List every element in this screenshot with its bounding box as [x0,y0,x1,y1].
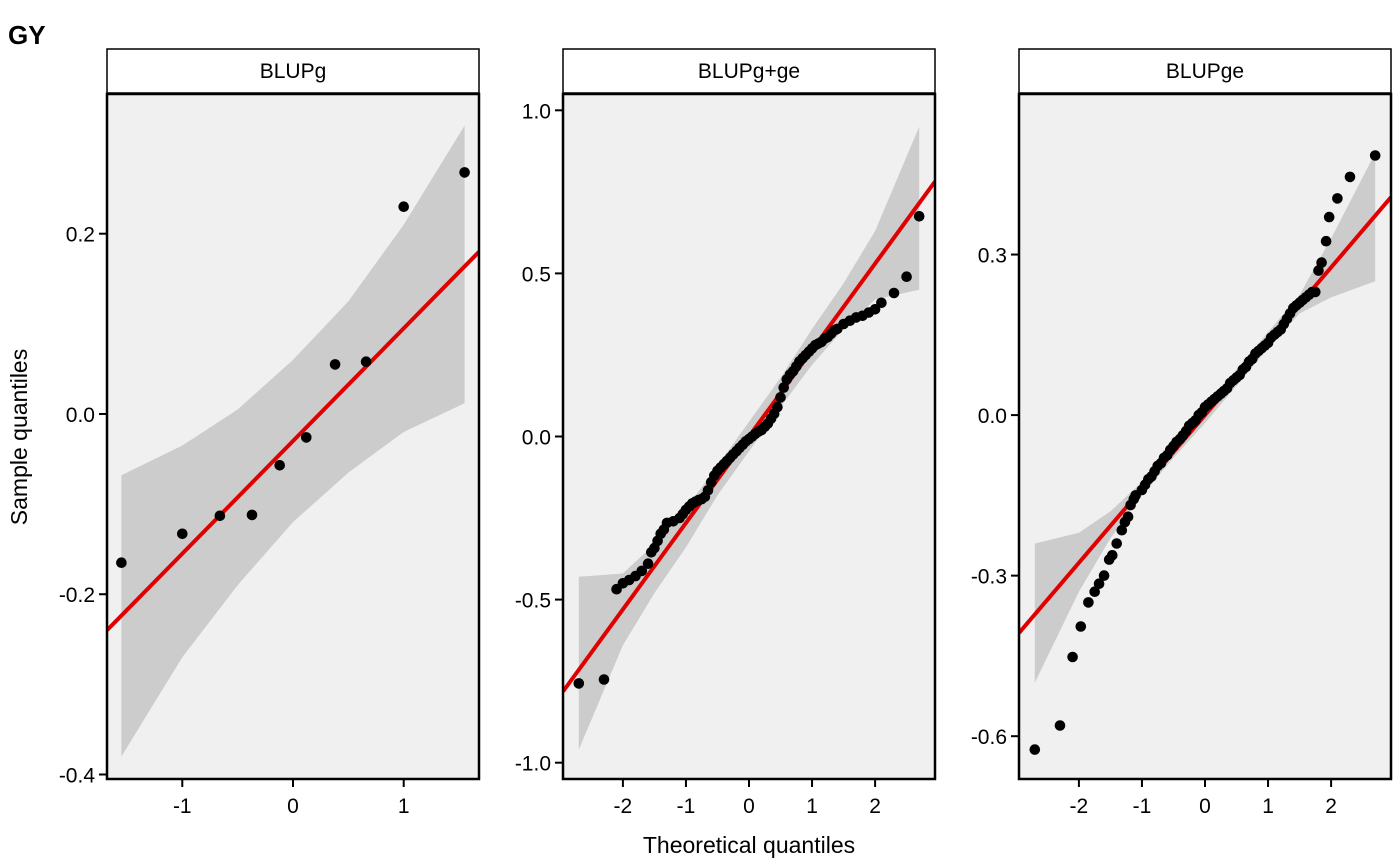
x-tick-label: 1 [398,795,410,818]
data-point [778,382,789,393]
data-point [1089,586,1100,597]
data-point [642,558,654,569]
x-tick-label: -2 [614,795,633,818]
data-point [116,557,127,568]
panel-plot-area [563,126,935,750]
data-point [1029,744,1041,755]
data-point [274,460,286,471]
data-point [1107,550,1118,561]
facet-strip [106,48,480,94]
data-point [1122,511,1134,523]
data-point [702,485,714,496]
y-tick-label: 0.5 [522,263,551,286]
y-tick-label: -0.5 [515,590,551,613]
x-tick-label: 0 [1199,795,1211,818]
facet-panels: BLUPg -1 0 1 -0.4 -0.2 0.0 0.2 BLUPg+ge -2 -1 0 1 2 -1… [59,48,1393,818]
panel-plot-area [107,125,479,757]
y-axis-title: Sample quantiles [6,349,32,525]
y-tick-label: -0.3 [971,566,1007,589]
data-point [1320,235,1332,247]
data-point [1313,265,1324,276]
data-point [573,678,585,689]
chart-title: GY [8,20,46,50]
data-point [214,510,226,522]
data-point [1093,578,1105,589]
data-point [772,401,783,413]
x-tick-label: 2 [869,795,881,818]
facet-strip-label: BLUPg+ge [698,60,800,83]
data-point [913,211,925,222]
x-tick-label: -1 [173,795,192,818]
data-point [398,201,410,212]
data-point [888,287,900,299]
y-tick-label: 1.0 [522,100,551,123]
data-point [876,297,887,309]
x-axis-title: Theoretical quantiles [643,832,855,858]
data-point [329,359,341,370]
data-point [360,356,372,368]
x-tick-label: 2 [1325,795,1337,818]
y-tick-label: 0.3 [978,245,1007,268]
data-point [1098,570,1110,581]
data-point [1075,621,1087,632]
data-point [1111,538,1122,549]
facet-strip [562,48,936,94]
x-tick-label: 1 [1262,795,1274,818]
y-tick-label: -0.6 [971,726,1007,749]
x-tick-label: 1 [806,795,818,818]
y-tick-label: 0.0 [66,404,95,427]
facet-panel-blupg: BLUPg -1 0 1 -0.4 -0.2 0.0 0.2 [59,48,481,818]
y-tick-label: -1.0 [515,753,551,776]
data-point [1369,150,1381,161]
x-tick-label: -2 [1070,795,1089,818]
data-point [869,304,881,315]
data-point [246,509,258,521]
x-tick-label: -1 [677,795,696,818]
data-point [1116,524,1128,536]
data-point [177,528,188,540]
data-point [636,565,648,577]
y-tick-label: -0.2 [59,584,95,607]
x-tick-label: 0 [743,795,755,818]
facet-strip [1018,48,1392,94]
data-point [1083,597,1094,608]
data-point [1316,257,1327,268]
panel-plot-area [1019,150,1391,755]
data-point [1054,720,1066,731]
reference-line [107,250,479,632]
y-tick-label: 0.0 [978,405,1007,428]
data-point [1067,651,1078,663]
x-tick-label: -1 [1133,795,1152,818]
data-point [1310,286,1321,298]
y-tick-label: -0.4 [59,764,96,787]
facet-panel-blupg-ge: BLUPg+ge -2 -1 0 1 2 -1.0 -0.5 0.0 0.5 1.0 [515,48,937,818]
y-tick-label: 0.2 [66,224,95,247]
data-point [775,392,786,403]
data-point [1332,193,1343,204]
panel-background [1019,94,1391,779]
data-point [1344,171,1356,183]
data-point [901,271,912,283]
data-point [301,432,312,443]
data-point [598,674,610,685]
y-tick-label: 0.0 [522,427,551,450]
facet-strip-label: BLUPge [1166,60,1244,83]
data-point [1323,211,1335,223]
facet-panel-blupge: BLUPge -2 -1 0 1 2 -0.6 -0.3 0.0 0.3 [971,48,1393,818]
data-point [459,167,470,178]
x-tick-label: 0 [287,795,299,818]
facet-strip-label: BLUPg [260,60,327,83]
